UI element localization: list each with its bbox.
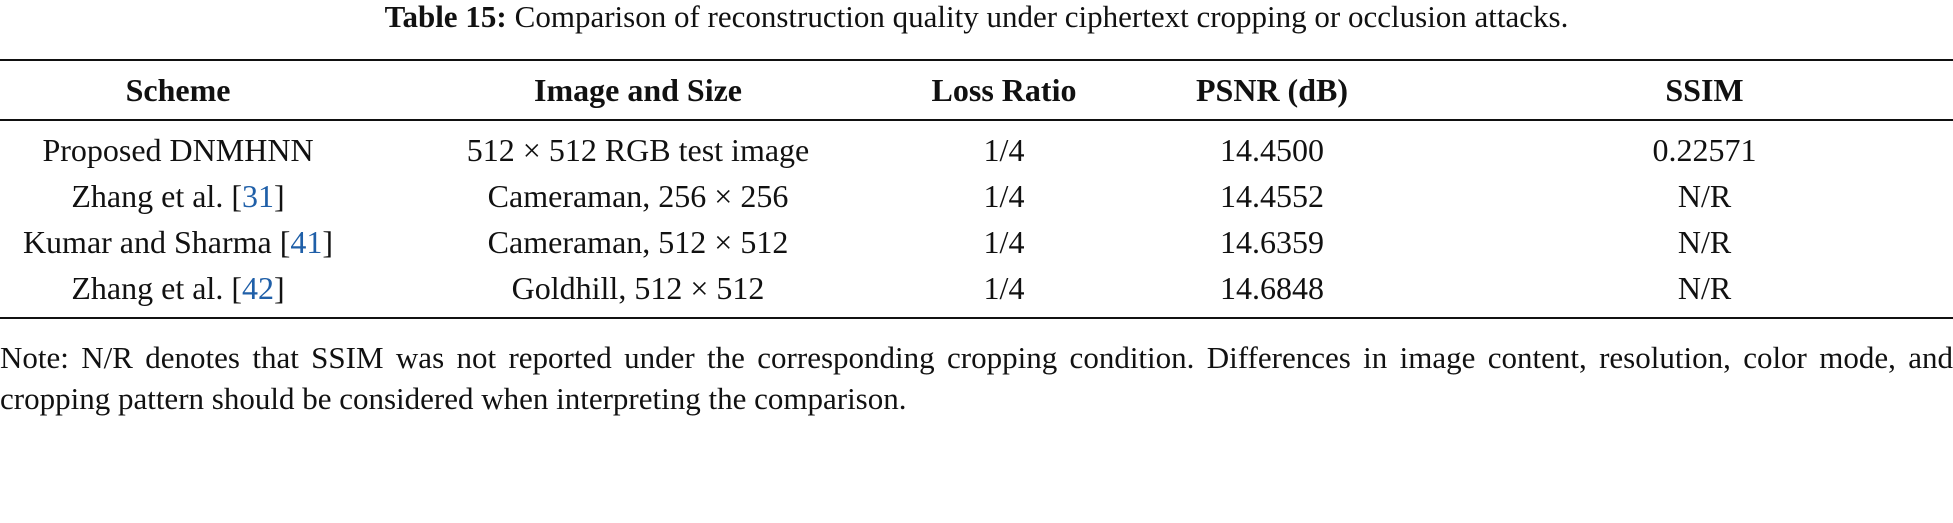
citation: 42 (241, 269, 274, 306)
header-cell: Loss Ratio (931, 71, 1077, 108)
note: Note: N/R denotes that SSIM was not repo… (0, 340, 1953, 416)
header-cell: SSIM (1665, 71, 1744, 108)
table: Scheme Image and Size Loss Ratio PSNR (dB) S… (0, 59, 1953, 319)
table-cell: 0.22571 (1652, 131, 1757, 168)
table-row: Proposed DNMHNN 512 × 512 RGB test image 1… (0, 120, 1953, 173)
scheme-cell: Zhang et al. [31] (0, 173, 356, 219)
bracket: ] (273, 177, 285, 214)
table-cell: 14.4552 (1220, 177, 1324, 214)
table-cell: 1/4 (983, 131, 1025, 168)
scheme-cell: Proposed DNMHNN (0, 120, 356, 173)
table-cell: Cameraman, 256 × 256 (487, 177, 789, 214)
table-cell: N/R (1677, 177, 1732, 214)
scheme-cell: Zhang et al. [42] (0, 265, 356, 318)
scheme-name: Kumar and Sharma [ (22, 223, 291, 260)
header-cell: Image and Size (534, 71, 742, 108)
table-cell: 1/4 (983, 223, 1025, 260)
table-header: Scheme Image and Size Loss Ratio PSNR (dB) S… (0, 60, 1953, 120)
caption-text: Comparison of reconstruction quality und… (514, 0, 1569, 34)
caption: Table 15: Comparison of reconstruction qu… (0, 0, 1953, 34)
scheme-name: Proposed DNMHNN (42, 131, 314, 168)
table-body: Proposed DNMHNN 512 × 512 RGB test image 1… (0, 120, 1953, 318)
table-cell: Goldhill, 512 × 512 (511, 269, 765, 306)
table-cell: 1/4 (983, 269, 1025, 306)
table-cell: Cameraman, 512 × 512 (487, 223, 789, 260)
scheme-cell: Kumar and Sharma [41] (0, 219, 356, 265)
table-cell: N/R (1677, 223, 1732, 260)
table-cell: N/R (1677, 269, 1732, 306)
bracket: ] (322, 223, 334, 260)
table-row: Zhang et al. [31] Cameraman, 256 × 256 1/4… (0, 173, 1953, 219)
table-cell: 512 × 512 RGB test image (466, 131, 810, 168)
scheme-name: Zhang et al. [ (71, 269, 242, 306)
caption-label: Table 15: (384, 0, 507, 34)
table-row: Kumar and Sharma [41] Cameraman, 512 × 51… (0, 219, 1953, 265)
table-cell: 14.4500 (1220, 131, 1324, 168)
table-cell: 14.6359 (1220, 223, 1324, 260)
citation: 31 (241, 177, 274, 214)
citation: 41 (290, 223, 323, 260)
table-cell: 1/4 (983, 177, 1025, 214)
table-cell: 14.6848 (1220, 269, 1324, 306)
bracket: ] (273, 269, 285, 306)
header-cell: PSNR (dB) (1195, 71, 1348, 108)
header-cell: Scheme (125, 71, 231, 108)
header-row: Scheme Image and Size Loss Ratio PSNR (dB) S… (0, 60, 1953, 120)
table-row: Zhang et al. [42] Goldhill, 512 × 512 1/4 1… (0, 265, 1953, 318)
scheme-name: Zhang et al. [ (71, 177, 242, 214)
